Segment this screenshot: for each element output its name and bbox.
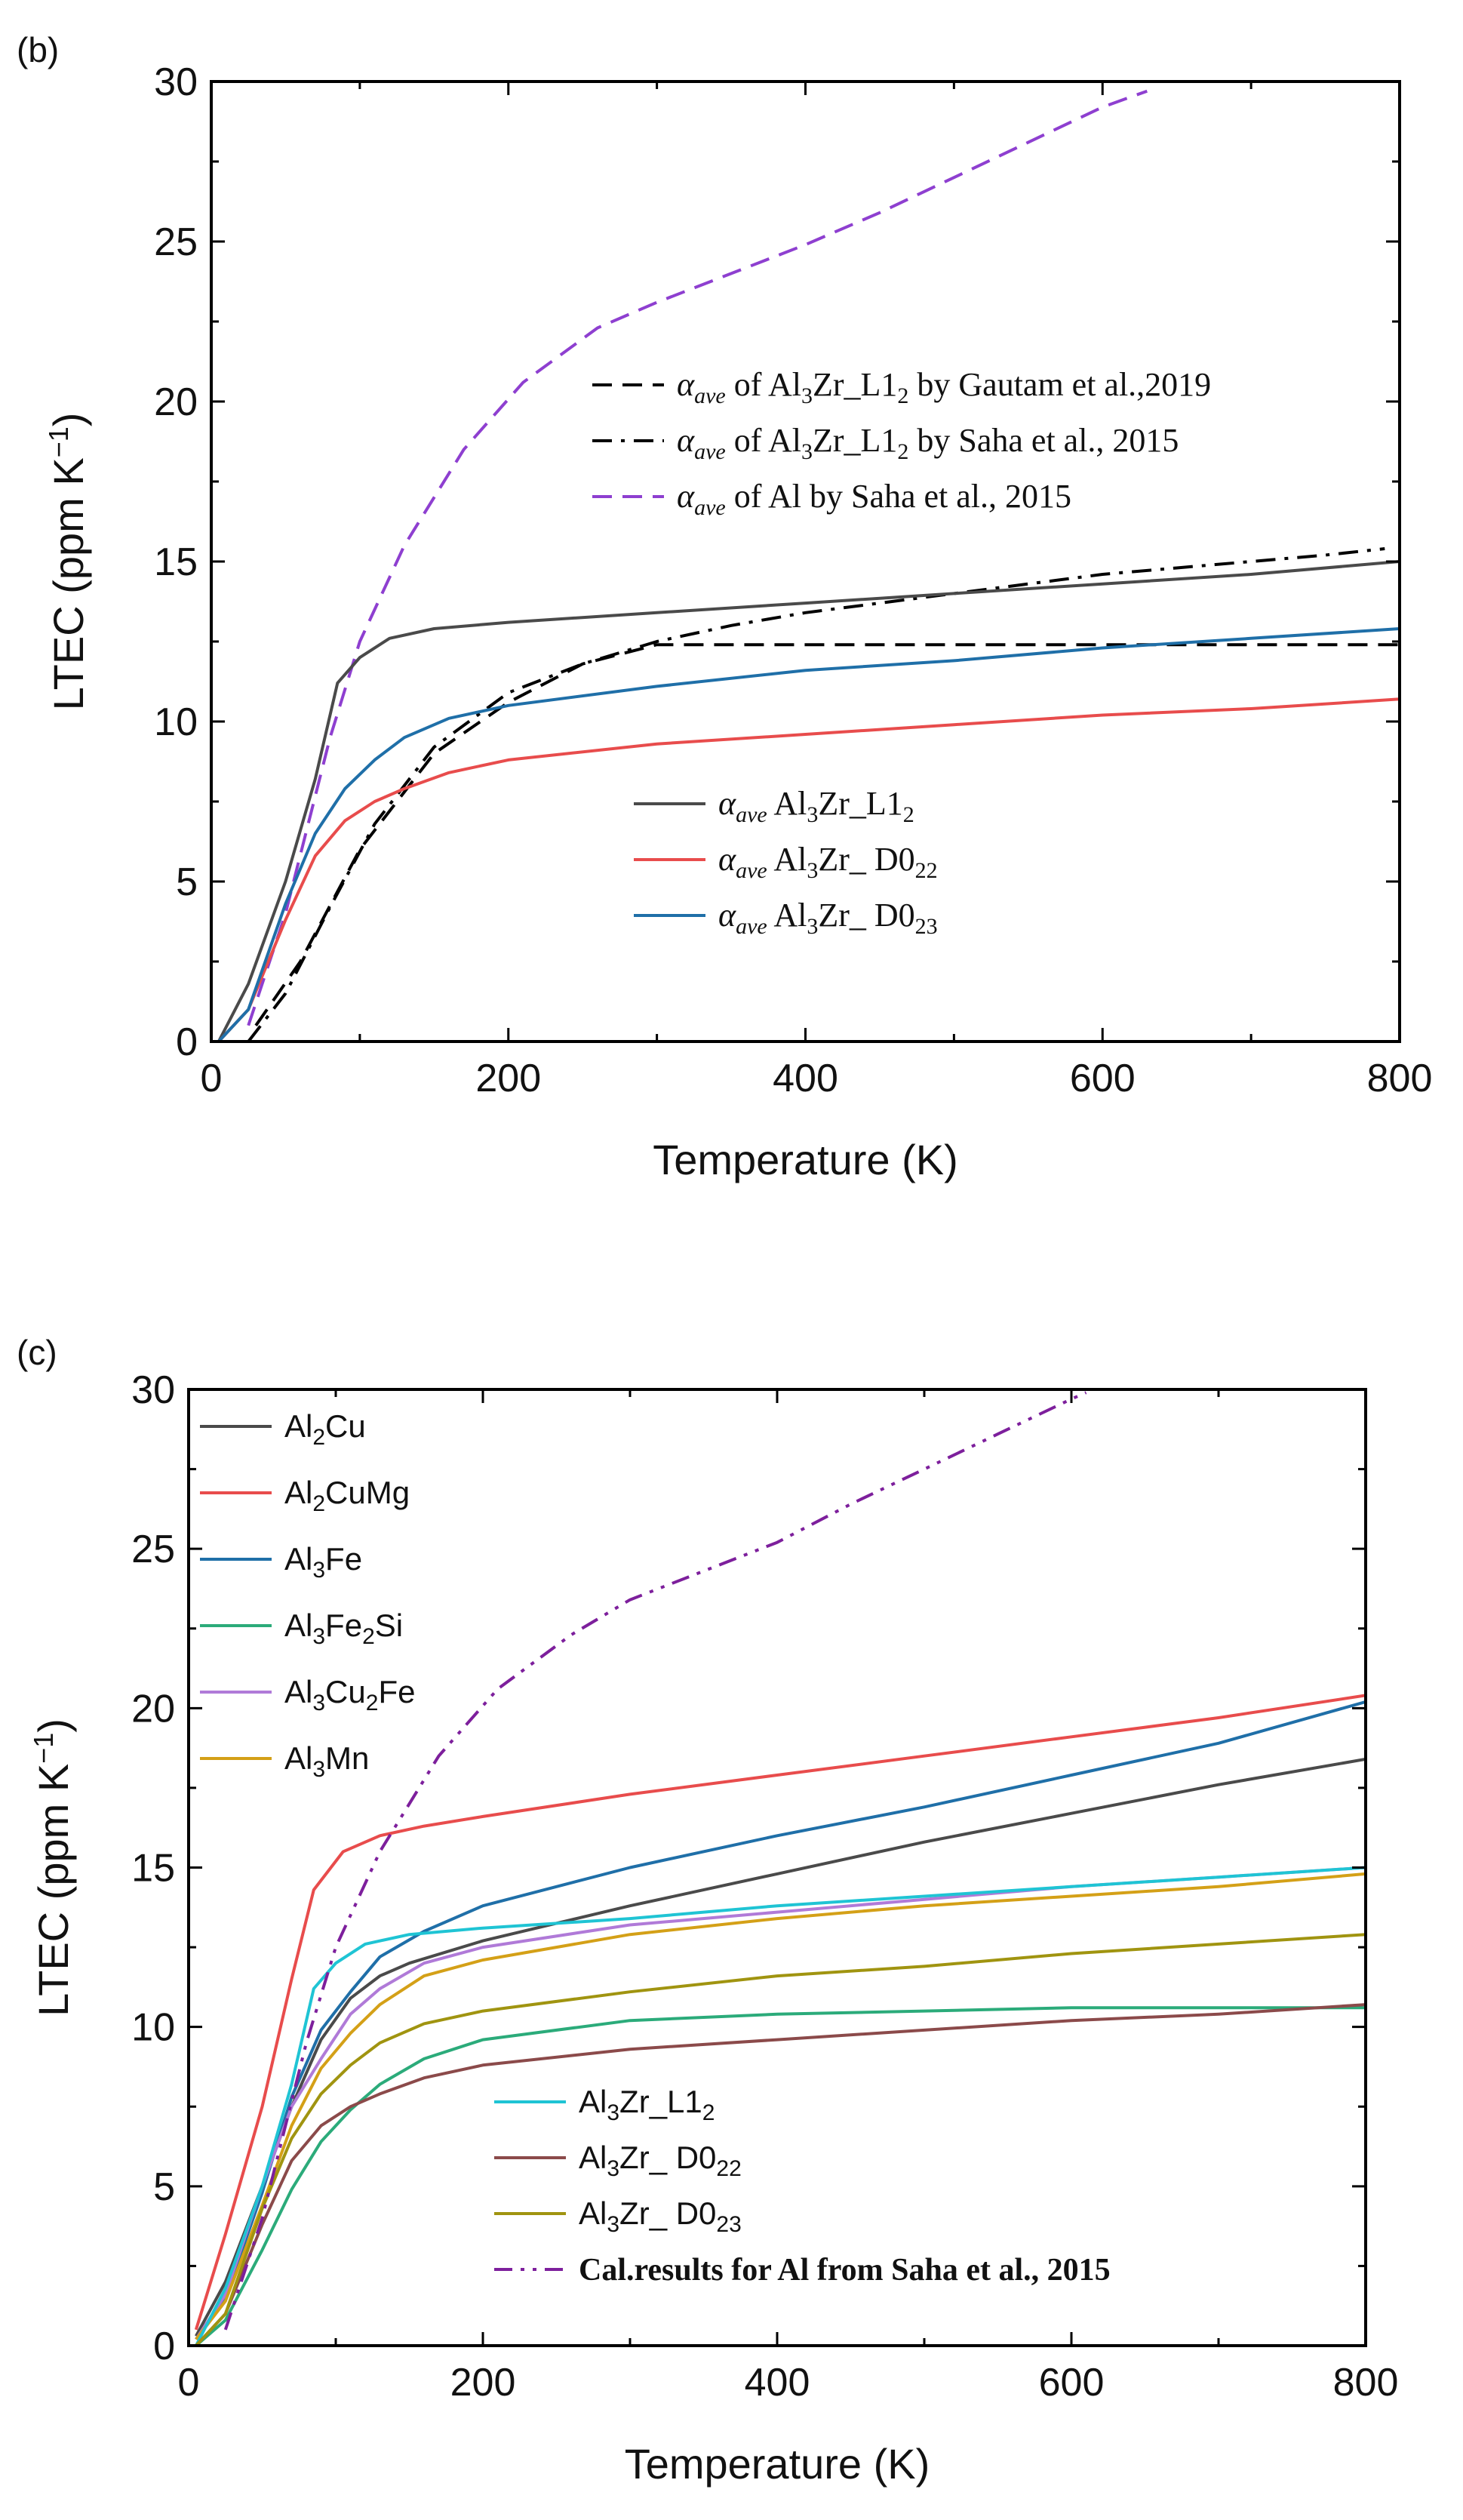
series-group xyxy=(217,89,1400,1042)
x-axis-title: Temperature (K) xyxy=(625,2440,930,2488)
plot-frame xyxy=(187,1388,1367,2347)
legend-upper-left: Al2Cu Al2CuMg Al3Fe Al3Fe2Si Al3Cu2Fe Al3Mn xyxy=(200,1408,415,1782)
y-tick-label: 20 xyxy=(131,1687,175,1731)
legend-label: Al3Fe xyxy=(284,1541,362,1583)
x-tick-label: 800 xyxy=(1367,1057,1433,1100)
series-line-3 xyxy=(217,560,1400,1042)
y-tick-label: 25 xyxy=(154,220,198,264)
legend-label: Al3Mn xyxy=(284,1740,369,1782)
x-tick-label: 200 xyxy=(475,1057,541,1100)
legend-label: Al3Cu2Fe xyxy=(284,1674,415,1715)
y-axis-title: LTEC (ppm K−1) xyxy=(28,1718,77,2017)
x-tick-label: 0 xyxy=(201,1057,223,1100)
series-line-6 xyxy=(195,1866,1366,2346)
x-tick-label: 400 xyxy=(773,1057,838,1100)
series-group xyxy=(194,1391,1366,2346)
series-line-0 xyxy=(254,643,1400,1026)
series-line-9 xyxy=(223,1391,1087,2331)
legend-label: αave of Al3Zr_L12 by Saha et al., 2015 xyxy=(677,422,1179,464)
series-line-7 xyxy=(195,2003,1366,2346)
y-tick-label: 5 xyxy=(176,860,198,904)
series-line-1 xyxy=(247,547,1385,1042)
x-tick-label: 600 xyxy=(1070,1057,1136,1100)
panel-c: (c) 0 200 400 600 800 0 5 10 15 20 25 30 Temperature … xyxy=(17,1333,1398,2488)
legend-label: αave Al3Zr_L12 xyxy=(718,785,914,827)
y-tick-label: 0 xyxy=(153,2325,175,2368)
legend-upper-center: αave of Al3Zr_L12 by Gautam et al.,2019 α… xyxy=(592,366,1211,520)
panel-label: (c) xyxy=(17,1333,57,1372)
y-tick-label: 10 xyxy=(154,700,198,744)
legend-label: Al3Zr_ D022 xyxy=(579,2140,742,2181)
y-tick-label: 10 xyxy=(131,2006,175,2050)
legend-label: Al3Fe2Si xyxy=(284,1608,403,1649)
y-tick-label: 25 xyxy=(131,1528,175,1571)
series-line-2 xyxy=(247,89,1148,1026)
y-axis-title: LTEC (ppm K−1) xyxy=(43,413,92,711)
panel-label: (b) xyxy=(17,30,59,69)
legend-label: Al2CuMg xyxy=(284,1475,410,1516)
series-line-3 xyxy=(195,2006,1366,2346)
legend-label: Cal.results for Al from Saha et al., 201… xyxy=(579,2253,1111,2288)
y-tick-label: 15 xyxy=(154,540,198,584)
legend-label: αave of Al by Saha et al., 2015 xyxy=(677,478,1071,520)
x-tick-label: 400 xyxy=(745,2361,810,2405)
y-tick-label: 30 xyxy=(131,1368,175,1412)
x-tick-label: 800 xyxy=(1333,2361,1399,2405)
x-tick-label: 200 xyxy=(450,2361,516,2405)
x-axis-title: Temperature (K) xyxy=(653,1136,958,1183)
y-tick-label: 0 xyxy=(176,1020,198,1064)
legend-label: αave Al3Zr_ D022 xyxy=(718,841,938,883)
y-tick-label: 15 xyxy=(131,1847,175,1891)
legend-label: αave of Al3Zr_L12 by Gautam et al.,2019 xyxy=(677,366,1211,408)
series-line-1 xyxy=(194,1694,1366,2331)
legend-lower-center: αave Al3Zr_L12 αave Al3Zr_ D022 αave Al3Zr… xyxy=(634,785,938,939)
y-tick-label: 30 xyxy=(154,60,198,104)
legend-label: Al3Zr_L12 xyxy=(579,2084,715,2125)
x-tick-label: 600 xyxy=(1039,2361,1105,2405)
legend-label: αave Al3Zr_ D023 xyxy=(718,897,938,939)
y-tick-label: 20 xyxy=(154,380,198,424)
legend-label: Al2Cu xyxy=(284,1408,366,1450)
legend-label: Al3Zr_ D023 xyxy=(579,2195,742,2237)
y-tick-label: 5 xyxy=(153,2165,175,2209)
panel-b: (b) 0 200 400 600 800 0 5 10 15 20 25 30 Temperature … xyxy=(17,30,1432,1183)
x-tick-label: 0 xyxy=(178,2361,200,2405)
legend-lower-center: Al3Zr_L12 Al3Zr_ D022 Al3Zr_ D023 Cal.resul… xyxy=(494,2084,1111,2288)
series-line-4 xyxy=(217,697,1400,1042)
series-line-2 xyxy=(195,1700,1366,2340)
series-line-5 xyxy=(217,627,1400,1042)
